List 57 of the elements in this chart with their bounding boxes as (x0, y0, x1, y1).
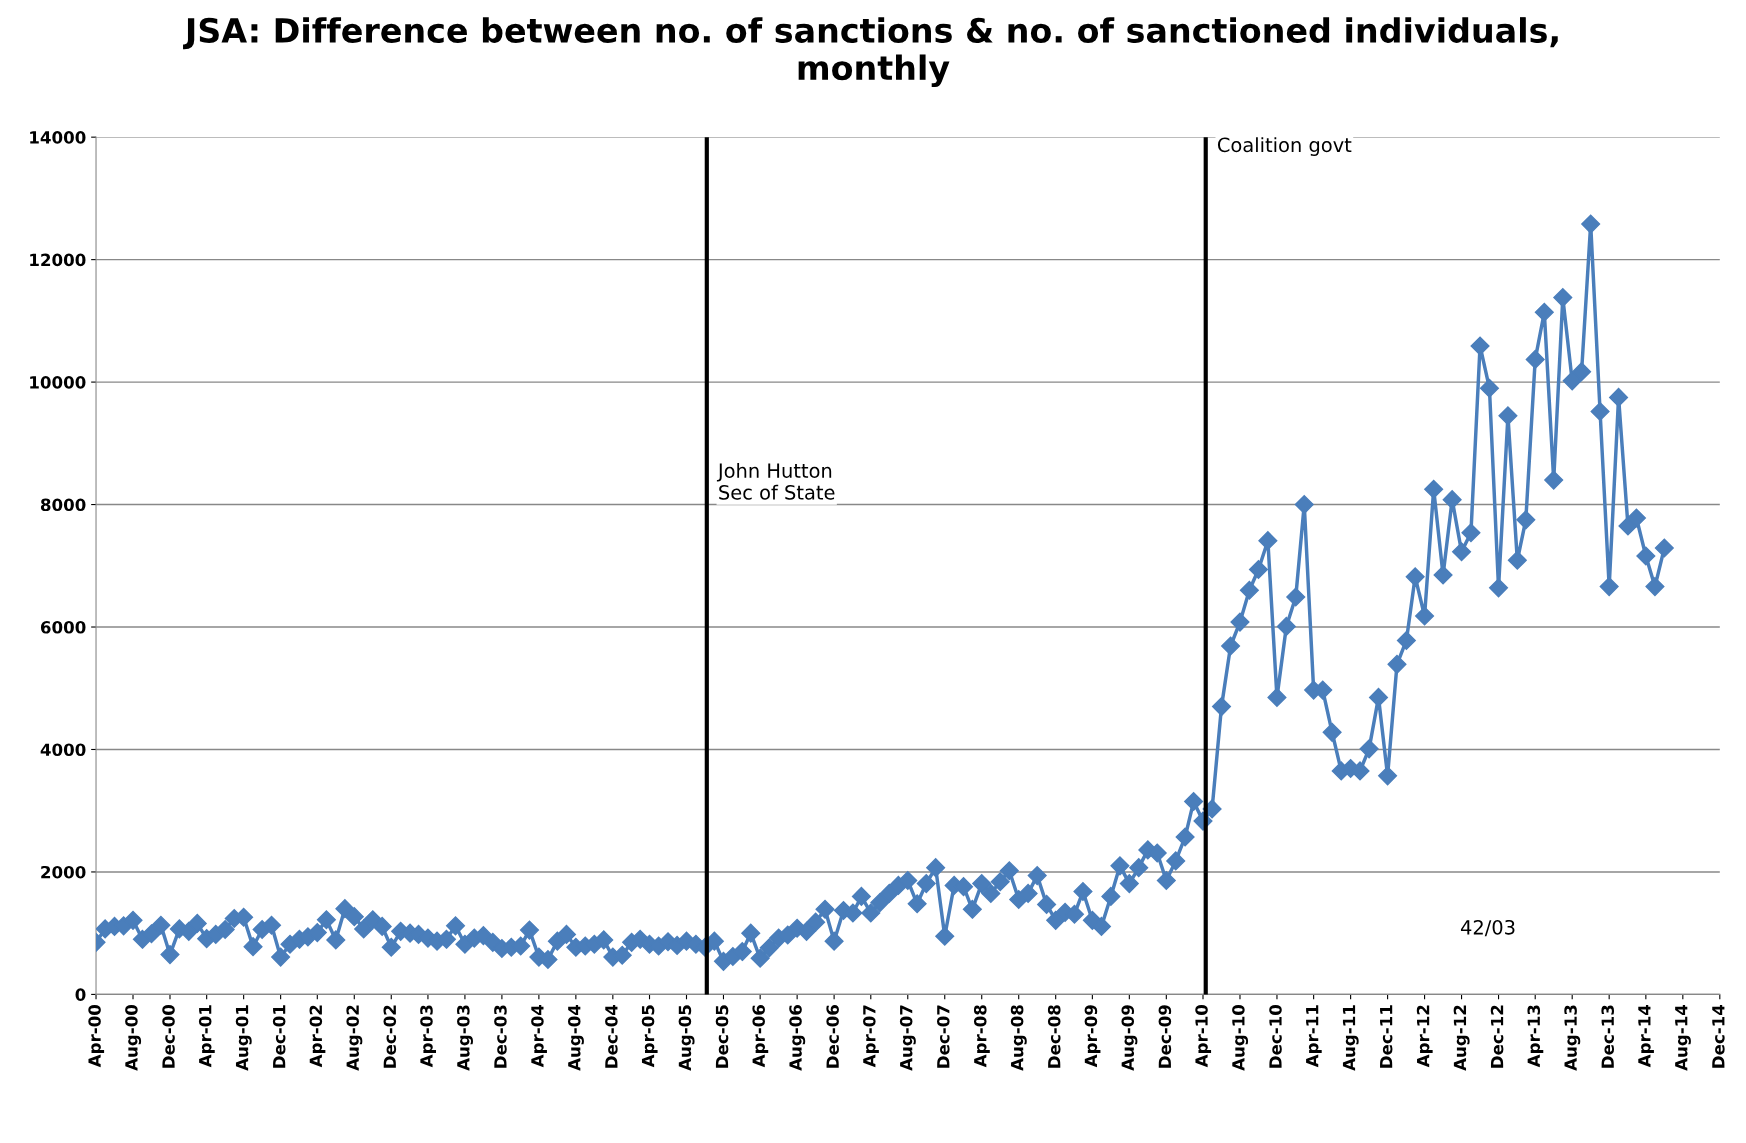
x-tick-label: Aug-04 (567, 1004, 584, 1071)
x-tick-label: Dec-05 (715, 1005, 729, 1068)
y-tick-label: 4000 (40, 743, 86, 757)
ref-line-label: John Hutton Sec of State (716, 462, 835, 500)
x-tick-label: Dec-00 (162, 1004, 175, 1068)
x-tick-label: Aug-13 (1564, 1005, 1581, 1071)
y-tick-label: 8000 (40, 498, 86, 512)
x-tick-label: Dec-03 (494, 1005, 507, 1068)
x-tick-label: Apr-12 (1416, 1005, 1433, 1068)
x-tick-label: Aug-10 (1232, 1004, 1249, 1071)
x-tick-label: Aug-00 (125, 1004, 142, 1071)
x-tick-label: Aug-12 (1453, 1005, 1470, 1071)
x-tick-label: Apr-03 (420, 1005, 436, 1068)
x-tick-label: Apr-11 (1306, 1005, 1322, 1068)
x-tick-label: Aug-08 (1010, 1005, 1027, 1071)
y-tick-label: 2000 (41, 865, 86, 879)
x-tick-label: Aug-03 (457, 1005, 473, 1071)
x-tick-label: Apr-10 (1195, 1004, 1212, 1068)
x-tick-label: Dec-08 (1047, 1005, 1061, 1068)
x-tick-label: Dec-14 (1712, 1004, 1725, 1068)
x-tick-label: Dec-01 (272, 1005, 286, 1068)
x-tick-label: Apr-07 (863, 1005, 879, 1068)
x-tick-label: Apr-00 (88, 1004, 105, 1068)
x-tick-label: Dec-09 (1158, 1005, 1172, 1068)
x-tick-label: Apr-05 (641, 1005, 658, 1068)
x-tick-label: Dec-13 (1601, 1005, 1615, 1068)
x-tick-label: Aug-09 (1121, 1005, 1138, 1071)
y-tick-label: 10000 (30, 376, 86, 389)
x-tick-label: Apr-13 (1527, 1005, 1544, 1068)
y-tick-label: 14000 (30, 131, 86, 144)
x-tick-label: Aug-01 (235, 1005, 252, 1071)
x-tick-label: Dec-02 (383, 1005, 397, 1068)
x-tick-label: Dec-12 (1490, 1005, 1504, 1068)
x-tick-label: Aug-05 (678, 1005, 695, 1071)
y-tick-label: 6000 (40, 620, 86, 634)
x-tick-label: Dec-06 (826, 1005, 839, 1068)
x-tick-label: Apr-06 (752, 1005, 769, 1068)
y-tick-label: 12000 (30, 253, 86, 267)
x-tick-label: Dec-11 (1380, 1005, 1393, 1068)
x-tick-label: Apr-14 (1638, 1004, 1654, 1068)
x-tick-label: Dec-07 (936, 1005, 950, 1068)
x-tick-label: Aug-11 (1342, 1005, 1359, 1071)
x-tick-label: Aug-02 (346, 1005, 363, 1071)
x-tick-label: Apr-09 (1084, 1005, 1101, 1068)
ref-line-label: Coalition govt (1217, 137, 1352, 156)
x-tick-label: Apr-08 (973, 1005, 990, 1068)
x-tick-label: Dec-10 (1269, 1004, 1282, 1068)
y-tick-label: 0 (75, 988, 86, 1001)
x-tick-label: Dec-04 (605, 1004, 618, 1068)
chart-title: JSA: Difference between no. of sanctions & no. of sanctioned individuals, monthly (183, 17, 1558, 87)
x-tick-label: Apr-01 (198, 1005, 215, 1068)
x-tick-label: Aug-14 (1675, 1004, 1691, 1071)
x-tick-label: Apr-02 (309, 1005, 326, 1068)
annotation: 42/03 (1460, 919, 1515, 937)
x-tick-label: Apr-04 (531, 1004, 547, 1068)
x-tick-label: Aug-06 (789, 1005, 806, 1071)
x-tick-label: Aug-07 (899, 1005, 916, 1071)
